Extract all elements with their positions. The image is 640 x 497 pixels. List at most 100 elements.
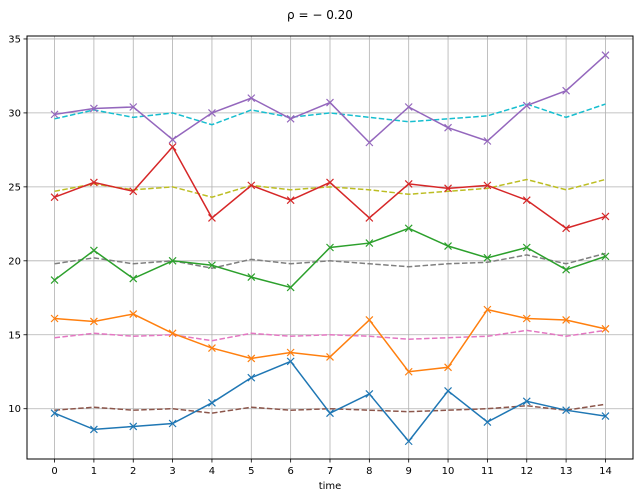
data-point-marker: [522, 243, 531, 252]
data-point-marker: [89, 425, 98, 434]
x-tick-label: 1: [91, 466, 97, 477]
data-point-marker: [247, 181, 256, 190]
data-point-marker: [286, 114, 295, 123]
chart-title: ρ = − 0.20: [287, 8, 353, 22]
data-point-marker: [50, 193, 59, 202]
data-point-marker: [50, 409, 59, 418]
data-point-marker: [168, 143, 177, 151]
data-point-marker: [326, 243, 334, 252]
data-point-marker: [444, 387, 452, 395]
data-point-marker: [326, 353, 334, 361]
data-point-marker: [483, 305, 492, 314]
data-point-marker: [522, 397, 531, 406]
x-tick-label: 9: [406, 466, 412, 477]
data-point-marker: [483, 253, 492, 262]
data-point-marker: [89, 104, 98, 113]
data-point-marker: [444, 242, 452, 250]
series-1: [50, 305, 610, 376]
x-tick-label: 3: [169, 466, 175, 477]
x-tick-label: 5: [248, 466, 254, 477]
data-point-marker: [208, 398, 216, 407]
x-axis-label: time: [319, 481, 342, 492]
data-point-marker: [247, 94, 256, 103]
data-point-marker: [522, 314, 531, 323]
data-point-marker: [601, 324, 610, 333]
data-point-marker: [365, 213, 374, 222]
data-point-marker: [444, 184, 452, 193]
data-point-marker: [562, 224, 571, 233]
series-4: [50, 51, 610, 147]
series-line: [54, 403, 606, 414]
x-tick-label: 7: [327, 466, 333, 477]
data-point-marker: [483, 181, 492, 190]
data-point-marker: [247, 273, 256, 282]
series-line: [54, 103, 606, 126]
x-tick-label: 8: [366, 466, 372, 477]
data-point-marker: [208, 213, 216, 222]
series-layer: [50, 51, 610, 446]
data-point-marker: [129, 310, 138, 318]
series-6: [54, 329, 606, 342]
data-point-marker: [601, 212, 610, 221]
x-tick-label: 11: [481, 466, 494, 477]
data-point-marker: [365, 316, 374, 324]
data-point-marker: [562, 86, 571, 95]
x-tick-label: 0: [51, 466, 57, 477]
data-point-marker: [168, 135, 177, 144]
data-point-marker: [89, 178, 98, 187]
data-point-marker: [522, 196, 531, 205]
data-point-marker: [50, 276, 59, 284]
y-tick-label: 35: [8, 34, 21, 45]
data-point-marker: [483, 137, 492, 145]
data-point-marker: [404, 103, 413, 111]
data-point-marker: [444, 123, 452, 132]
x-tick-label: 12: [520, 466, 533, 477]
data-point-marker: [404, 367, 413, 376]
data-point-marker: [562, 265, 571, 274]
y-tick-label: 30: [8, 108, 21, 119]
data-point-marker: [562, 316, 571, 324]
data-point-marker: [326, 98, 334, 107]
x-tick-label: 4: [209, 466, 215, 477]
data-point-marker: [562, 406, 571, 415]
data-point-marker: [365, 138, 374, 147]
data-point-marker: [208, 108, 216, 117]
series-line: [54, 252, 606, 269]
series-8: [54, 178, 606, 198]
data-point-marker: [129, 422, 138, 431]
data-point-marker: [89, 317, 98, 326]
series-line: [54, 329, 606, 342]
data-point-marker: [89, 246, 98, 255]
series-9: [54, 103, 606, 126]
series-5: [54, 403, 606, 414]
series-3: [50, 143, 610, 233]
data-point-marker: [208, 344, 216, 352]
data-point-marker: [404, 179, 413, 188]
data-point-marker: [50, 110, 59, 119]
series-0: [50, 357, 610, 446]
data-point-marker: [286, 196, 295, 205]
series-7: [54, 252, 606, 269]
x-tick-label: 6: [287, 466, 293, 477]
data-point-marker: [129, 274, 138, 283]
data-point-marker: [247, 373, 256, 382]
data-point-marker: [326, 409, 334, 418]
x-tick-label: 2: [130, 466, 136, 477]
data-point-marker: [286, 348, 295, 357]
data-point-marker: [168, 329, 177, 338]
data-point-marker: [601, 252, 610, 261]
y-tick-label: 25: [8, 182, 21, 193]
y-tick-label: 10: [8, 404, 21, 415]
data-point-marker: [601, 412, 610, 421]
data-point-marker: [247, 354, 256, 363]
y-tick-label: 20: [8, 256, 21, 267]
data-point-marker: [208, 261, 216, 270]
data-point-marker: [168, 419, 177, 428]
data-point-marker: [326, 178, 334, 187]
data-point-marker: [365, 239, 374, 247]
data-point-marker: [129, 103, 138, 111]
series-line: [54, 178, 606, 198]
data-point-marker: [444, 363, 452, 372]
